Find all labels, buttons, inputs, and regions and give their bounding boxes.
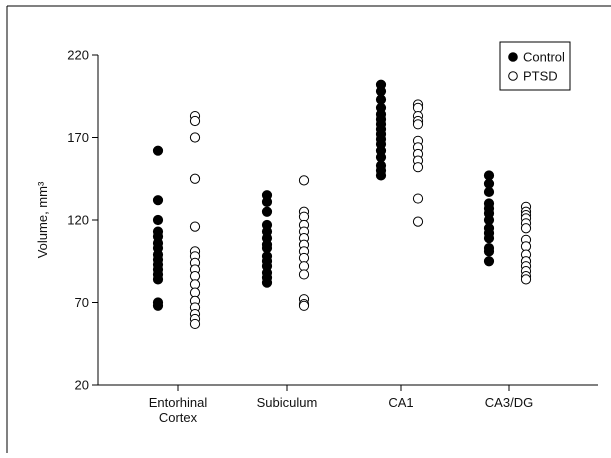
- control-point: [483, 256, 495, 267]
- legend-marker-ptsd: [508, 71, 518, 81]
- x-tick-label: Cortex: [159, 410, 198, 425]
- legend-label: Control: [523, 50, 565, 65]
- ptsd-point: [520, 223, 532, 234]
- control-point: [375, 170, 387, 181]
- ptsd-point: [298, 300, 310, 311]
- ptsd-point: [412, 119, 424, 130]
- ptsd-point: [298, 269, 310, 280]
- ptsd-point: [189, 115, 201, 127]
- control-point: [483, 186, 495, 198]
- x-tick-label: CA3/DG: [485, 395, 533, 410]
- legend: Control PTSD: [499, 41, 571, 91]
- x-tick-label: Entorhinal: [149, 395, 208, 410]
- legend-box: [499, 41, 571, 91]
- ptsd-point: [412, 216, 424, 227]
- ptsd-point: [189, 132, 201, 143]
- control-point: [261, 206, 273, 217]
- ptsd-point: [298, 175, 310, 186]
- control-point: [152, 145, 164, 156]
- control-point: [152, 300, 164, 311]
- y-tick-label: 70: [75, 295, 89, 310]
- x-tick-label: Subiculum: [257, 395, 318, 410]
- points-layer: [152, 79, 532, 330]
- y-tick-label: 20: [75, 378, 89, 393]
- ptsd-point: [412, 193, 424, 204]
- control-point: [261, 277, 273, 288]
- control-point: [152, 195, 164, 206]
- control-point: [261, 196, 273, 207]
- ptsd-point: [189, 318, 201, 330]
- legend-label: PTSD: [523, 69, 558, 84]
- ptsd-point: [520, 274, 532, 285]
- y-tick-label: 120: [67, 213, 89, 228]
- control-point: [483, 246, 495, 257]
- y-axis-label: Volume, mm³: [35, 181, 50, 258]
- x-tick-label: CA1: [388, 395, 413, 410]
- ptsd-point: [189, 221, 201, 232]
- ptsd-point: [189, 173, 201, 184]
- legend-marker-control: [508, 52, 518, 62]
- y-tick-label: 220: [67, 48, 89, 63]
- ptsd-point: [412, 162, 424, 173]
- control-point: [483, 233, 495, 244]
- control-point: [152, 214, 164, 226]
- y-tick-label: 170: [67, 130, 89, 145]
- control-point: [152, 274, 164, 285]
